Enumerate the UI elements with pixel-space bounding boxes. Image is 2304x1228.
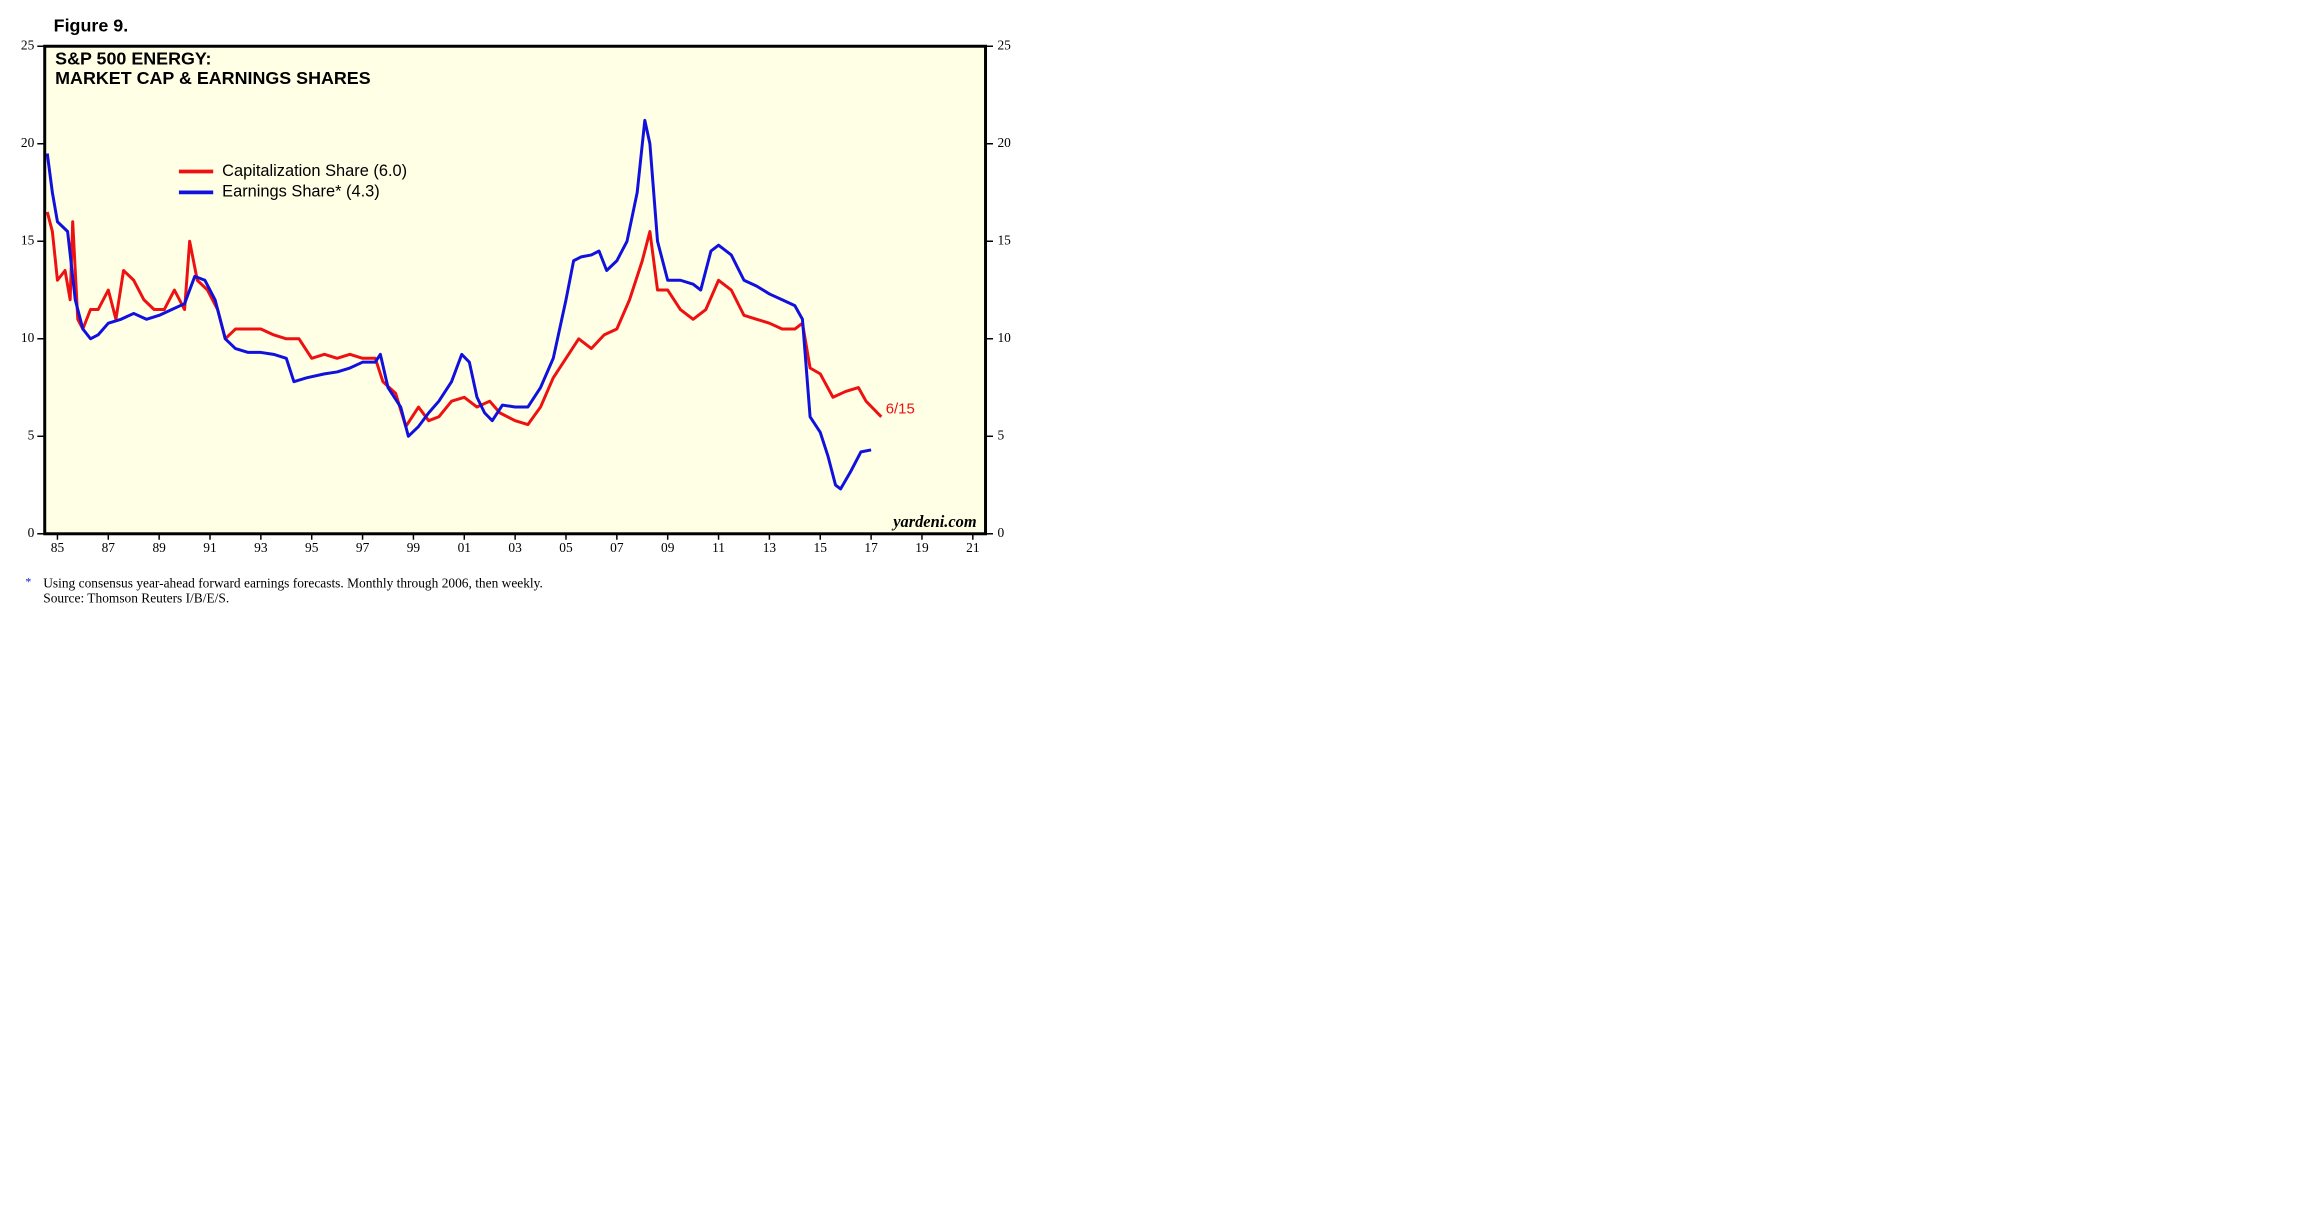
y2-tick-label: 0 (997, 525, 1004, 540)
x-tick-label: 09 (661, 540, 675, 555)
x-tick-label: 07 (610, 540, 624, 555)
y-tick-label: 5 (28, 427, 35, 442)
x-tick-label: 93 (254, 540, 268, 555)
x-tick-label: 99 (407, 540, 421, 555)
y-tick-label: 15 (21, 232, 35, 247)
watermark: yardeni.com (891, 512, 976, 531)
legend-label: Capitalization Share (6.0) (222, 162, 407, 180)
annotation: 6/15 (886, 401, 915, 417)
source: Source: Thomson Reuters I/B/E/S. (43, 590, 229, 605)
y2-tick-label: 5 (997, 427, 1004, 442)
x-tick-label: 95 (305, 540, 319, 555)
x-tick-label: 03 (508, 540, 522, 555)
chart-title: S&P 500 ENERGY: (55, 48, 211, 68)
line (45, 118, 872, 491)
legend-label: Earnings Share* (4.3) (222, 183, 380, 201)
x-tick-label: 05 (559, 540, 573, 555)
line (45, 211, 883, 429)
y2-tick-label: 15 (997, 232, 1011, 247)
x-tick-label: 15 (814, 540, 828, 555)
x-tick-label: 21 (966, 540, 979, 555)
x-tick-label: 17 (864, 540, 878, 555)
x-tick-label: 01 (458, 540, 471, 555)
y-tick-label: 25 (21, 37, 35, 52)
x-tick-label: 11 (712, 540, 725, 555)
y-tick-label: 20 (21, 135, 35, 150)
figure-label: Figure 9. (54, 16, 128, 36)
x-tick-label: 19 (915, 540, 929, 555)
x-tick-label: 87 (102, 540, 116, 555)
plot-frame (43, 44, 988, 536)
x-tick-label: 85 (51, 540, 65, 555)
plot-background (44, 46, 986, 534)
y-tick-label: 0 (28, 525, 35, 540)
y2-tick-label: 25 (997, 37, 1011, 52)
x-tick-label: 91 (203, 540, 216, 555)
footnote: Using consensus year-ahead forward earni… (43, 576, 543, 591)
y2-tick-label: 20 (997, 135, 1011, 150)
chart-subtitle: MARKET CAP & EARNINGS SHARES (55, 68, 371, 88)
footnote-marker: * (25, 575, 31, 589)
y2-tick-label: 10 (997, 330, 1011, 345)
x-tick-label: 97 (356, 540, 370, 555)
y-tick-label: 10 (21, 330, 35, 345)
x-tick-label: 13 (763, 540, 777, 555)
x-tick-label: 89 (152, 540, 166, 555)
